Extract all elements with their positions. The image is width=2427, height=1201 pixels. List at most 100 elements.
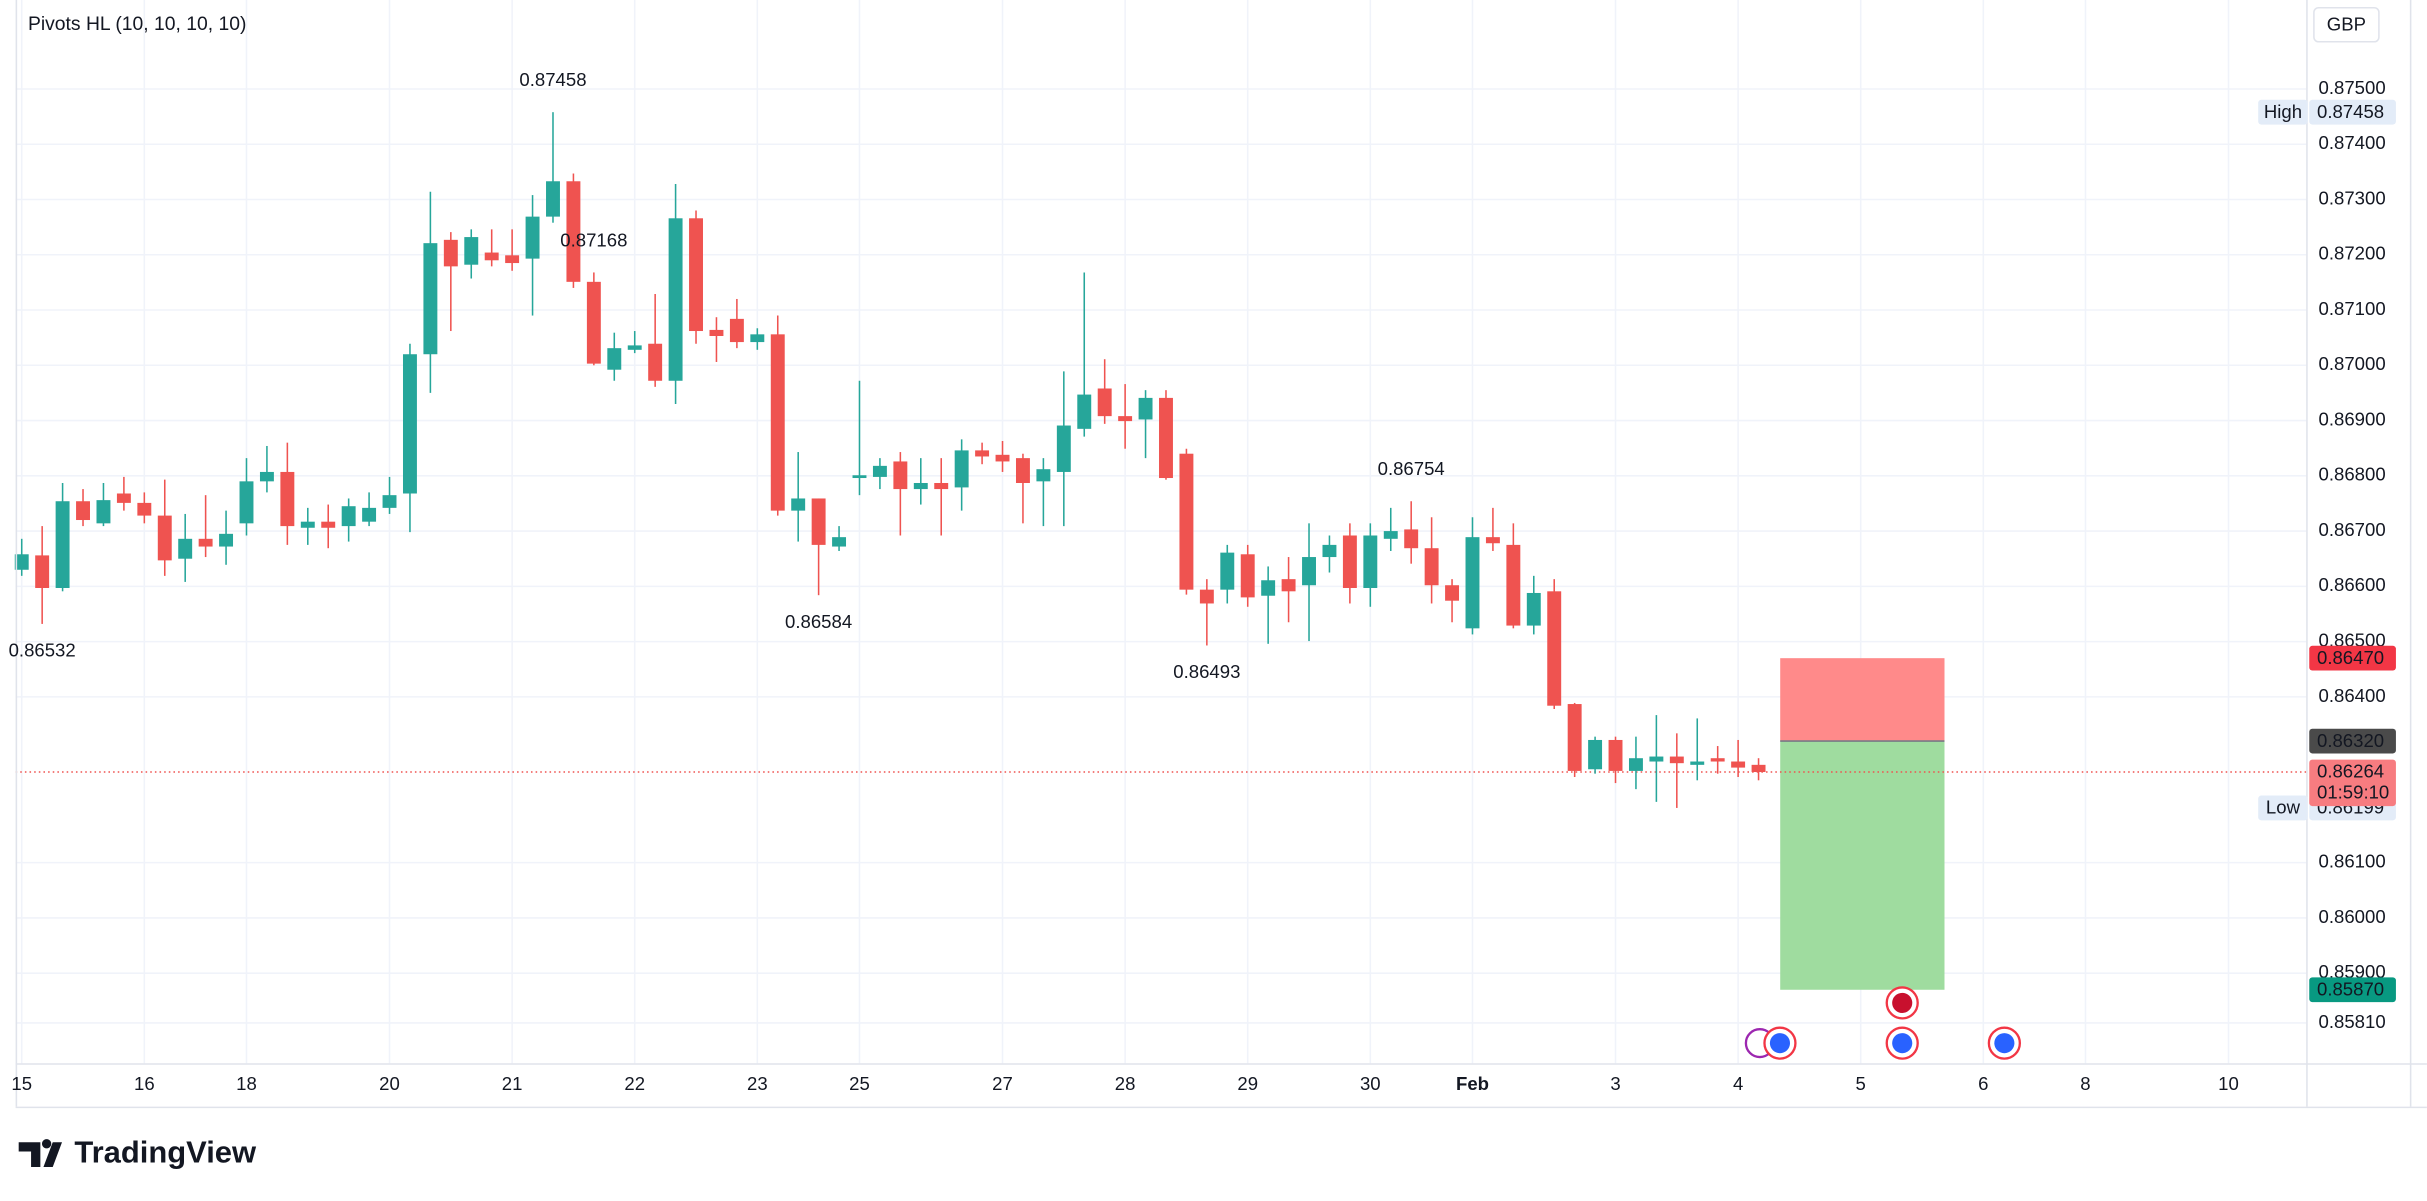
candle-body xyxy=(1588,739,1603,770)
x-tick-label: 28 xyxy=(1115,1073,1136,1094)
stop-zone xyxy=(1780,658,1945,742)
candle-body xyxy=(1465,537,1480,629)
target-value: 0.85870 xyxy=(2317,978,2384,999)
candle-body xyxy=(1710,758,1725,762)
candle-body xyxy=(14,554,29,570)
axis-layer xyxy=(15,0,2427,1109)
candle-body xyxy=(791,498,806,511)
candle-body xyxy=(1383,531,1398,539)
candle-body xyxy=(586,281,601,364)
extreme-name-badge xyxy=(2258,795,2308,821)
candle-body xyxy=(1445,585,1460,601)
x-tick-label: 23 xyxy=(747,1073,768,1094)
candle-body xyxy=(1240,554,1255,598)
last-price-value: 0.86264 xyxy=(2317,761,2384,782)
candle-body xyxy=(341,506,356,527)
candle-body xyxy=(464,237,479,265)
brand-name: TradingView xyxy=(74,1135,257,1170)
candle-body xyxy=(1567,704,1582,771)
candle-body xyxy=(893,461,908,490)
candle-body xyxy=(750,334,765,343)
candle-body xyxy=(1261,580,1276,596)
currency-box[interactable] xyxy=(2313,6,2380,43)
candle-body xyxy=(872,465,887,477)
grid-layer xyxy=(15,0,2307,1064)
y-tick-label: 0.86900 xyxy=(2319,408,2386,429)
x-tick-label: 22 xyxy=(624,1073,645,1094)
candle-body xyxy=(484,252,499,261)
candle-body xyxy=(729,318,744,343)
brand-logo xyxy=(18,1139,63,1167)
candle-body xyxy=(1690,761,1705,765)
y-tick-label: 0.87400 xyxy=(2319,132,2386,153)
x-tick-label: 20 xyxy=(379,1073,400,1094)
candle-body xyxy=(1547,591,1562,706)
candle-body xyxy=(689,218,703,332)
candle-body xyxy=(1138,397,1153,420)
y-tick-label: 0.87000 xyxy=(2319,353,2386,374)
x-tick-label: 5 xyxy=(1856,1073,1866,1094)
event-icons xyxy=(1744,986,2022,1060)
pivot-label: 0.87168 xyxy=(560,229,627,250)
target-badge xyxy=(2309,977,2396,1003)
candle-body xyxy=(321,521,336,528)
candle-body xyxy=(198,538,213,547)
candle-body xyxy=(1015,458,1030,483)
indicator-title: Pivots HL (10, 10, 10, 10) xyxy=(28,13,246,35)
candle-body xyxy=(35,555,50,588)
candle-body xyxy=(116,493,131,503)
candle-body xyxy=(1404,529,1419,549)
candle-body xyxy=(423,243,438,355)
candle-body xyxy=(1628,758,1643,771)
y-tick-label: 0.86100 xyxy=(2319,851,2386,872)
candle-body xyxy=(709,329,724,336)
candle-body xyxy=(1199,589,1214,604)
extreme-name-badge xyxy=(2258,99,2308,125)
candle-body xyxy=(1669,756,1684,764)
y-tick-label: 0.86700 xyxy=(2319,519,2386,540)
last-price-badge xyxy=(2309,759,2396,807)
candle-body xyxy=(300,521,315,528)
entry-badge xyxy=(2309,728,2396,754)
candle-body xyxy=(1424,548,1439,586)
candle-body xyxy=(995,454,1010,462)
candle-body xyxy=(852,475,867,479)
extreme-value: 0.87458 xyxy=(2317,101,2384,122)
candle-body xyxy=(1118,416,1133,422)
candle-body xyxy=(954,450,969,488)
candle-body xyxy=(1056,425,1071,472)
candle-body xyxy=(1302,557,1316,586)
candle-body xyxy=(1608,739,1623,771)
y-tick-label: 0.86800 xyxy=(2319,464,2386,485)
entry-value: 0.86320 xyxy=(2317,730,2384,751)
candle-body xyxy=(627,345,642,350)
y-tick-label: 0.86000 xyxy=(2319,906,2386,927)
candle-body xyxy=(362,507,377,522)
candle-body xyxy=(1322,544,1337,558)
x-tick-label: 4 xyxy=(1733,1073,1743,1094)
candle-body xyxy=(402,354,417,494)
candle-body xyxy=(55,501,70,588)
candle-body xyxy=(648,343,663,381)
candle-body xyxy=(1751,764,1766,773)
candle-body xyxy=(1731,761,1746,768)
event-flag xyxy=(1769,1033,1791,1054)
candle-body xyxy=(1649,756,1664,762)
y-tick-label: 0.86600 xyxy=(2319,574,2386,595)
marks-layer xyxy=(14,112,2307,990)
y-tick-label: 0.85810 xyxy=(2319,1011,2386,1032)
y-tick-label: 0.87300 xyxy=(2319,187,2386,208)
x-tick-label: 16 xyxy=(134,1073,155,1094)
extreme-name: High xyxy=(2264,101,2302,122)
stop-value: 0.86470 xyxy=(2317,647,2384,668)
candle-body xyxy=(934,482,949,490)
last-price-countdown: 01:59:10 xyxy=(2317,782,2389,803)
brand: TradingView xyxy=(18,1135,257,1170)
y-tick-label: 0.85900 xyxy=(2319,961,2386,982)
pivot-label: 0.87458 xyxy=(519,69,586,90)
currency-label[interactable]: GBP xyxy=(2327,13,2366,34)
candle-body xyxy=(1485,537,1500,544)
candle-body xyxy=(96,500,111,524)
x-tick-label: Feb xyxy=(1456,1073,1489,1094)
